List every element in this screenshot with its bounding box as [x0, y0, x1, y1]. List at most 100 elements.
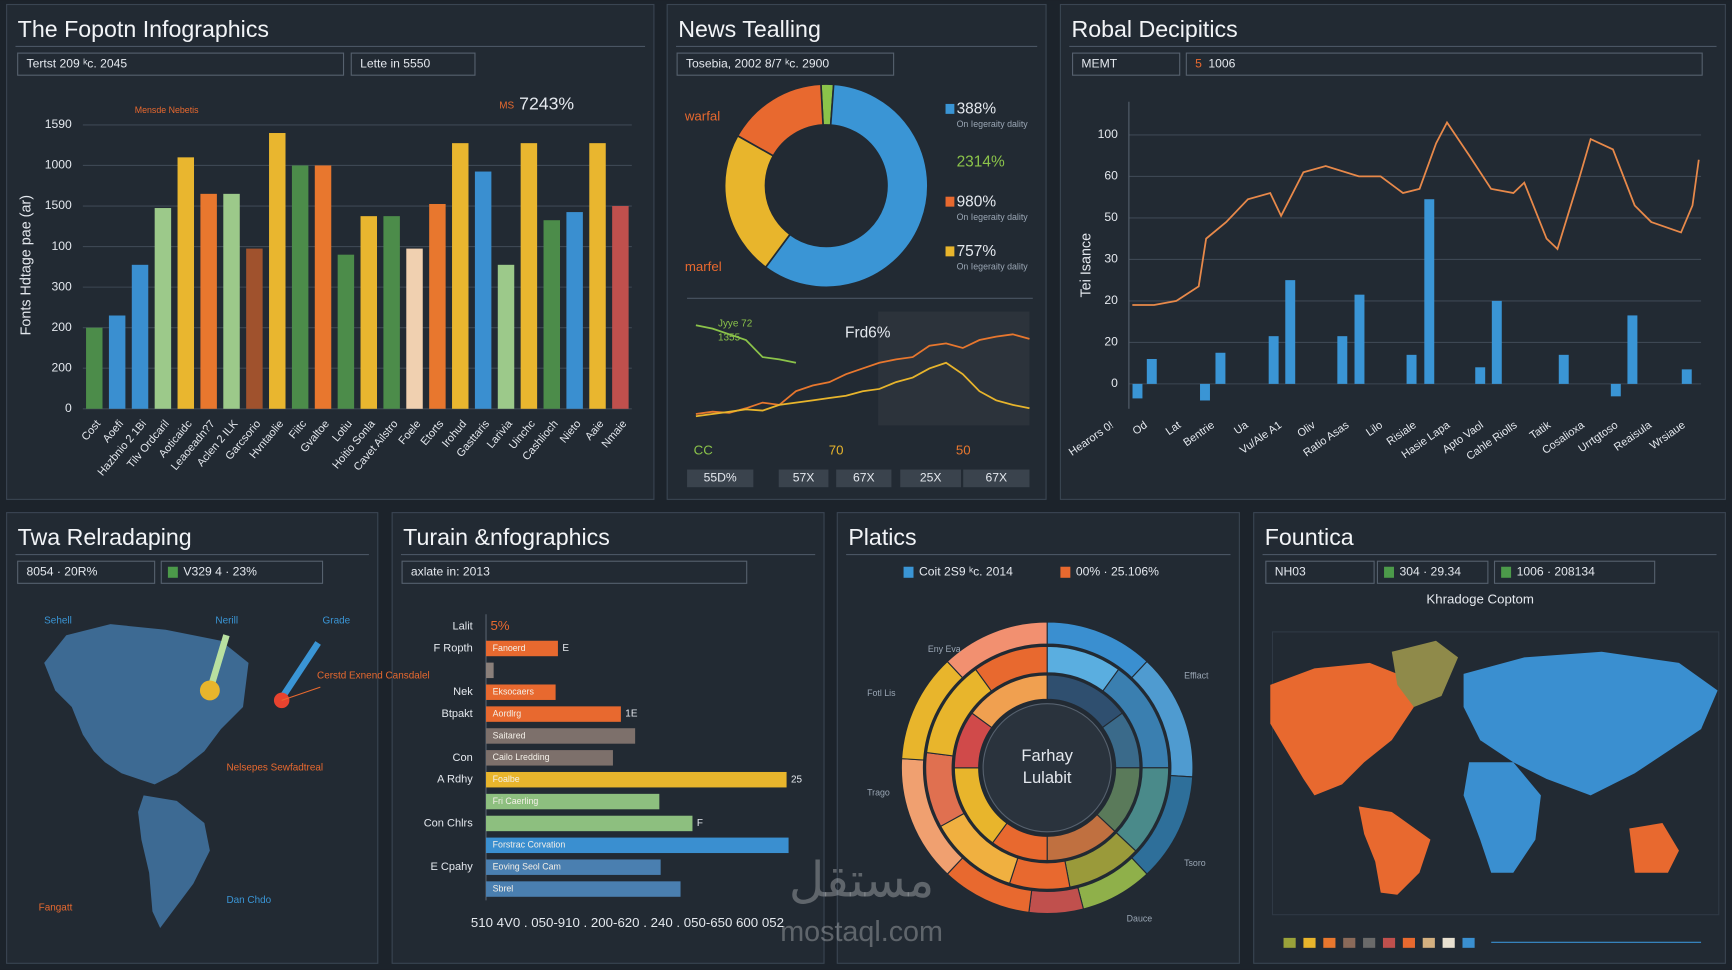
connector: [281, 686, 321, 701]
category-label: A Rdhy: [437, 774, 473, 786]
bar: [383, 216, 400, 409]
bar-label: Fanoerd: [493, 643, 526, 653]
panel-title: Platics: [848, 524, 916, 550]
category-label: Btpakt: [441, 708, 472, 720]
legend-swatch: [945, 196, 955, 207]
note: Eny Eva: [928, 644, 961, 654]
header-box: [401, 560, 748, 584]
sunburst-segment: [974, 645, 1048, 692]
bar: [612, 206, 629, 409]
center-label: Lulabit: [1023, 768, 1072, 787]
bar: [1627, 315, 1638, 384]
legend-label: 388%: [957, 101, 997, 118]
header-box: [1376, 560, 1489, 584]
y-tick-label: 0: [65, 401, 72, 415]
header-box: [1493, 560, 1656, 584]
map-label: Dan Chdo: [226, 895, 271, 906]
eurasia: [1463, 651, 1718, 796]
header-box: [17, 560, 156, 584]
annotation: Jyye 72: [718, 318, 753, 329]
bar: [486, 815, 693, 832]
bar: [429, 203, 446, 409]
sunburst-segment: [946, 621, 1048, 679]
bottom-label: 50: [956, 442, 971, 457]
y-axis-label: Tei Isance: [1079, 233, 1095, 298]
bar-label: Sbrel: [493, 883, 514, 893]
south-america: [1358, 806, 1431, 895]
header-box-label: 8054 · 20R%: [27, 564, 98, 578]
header-box-label: 1006 · 208134: [1517, 564, 1596, 578]
bar: [1406, 354, 1417, 384]
legend-label: 2314%: [957, 154, 1005, 171]
legend-swatch: [1303, 937, 1316, 948]
bar: [1285, 280, 1296, 384]
bar: [520, 143, 538, 409]
annotation: Lalit: [453, 620, 473, 632]
legend-swatch: [1402, 937, 1415, 948]
header-swatch: [167, 566, 178, 578]
stat-label: 67X: [986, 471, 1008, 485]
bar: [1146, 358, 1157, 384]
note: Efflact: [1184, 670, 1209, 680]
map-world: [1270, 631, 1720, 916]
watermark-arabic: مستقل: [789, 854, 934, 908]
stat-label: 67X: [853, 471, 875, 485]
header-box-label: V329 4 · 23%: [183, 564, 257, 578]
legend-swatch: [1422, 937, 1435, 948]
y-axis-label: Fonts Hdtage pae (ar): [18, 195, 34, 335]
center-ring: [982, 703, 1112, 833]
header-box-label: NH03: [1275, 564, 1306, 578]
line-series: [695, 361, 1030, 418]
bar: [1268, 336, 1279, 384]
category-label: F Ropth: [434, 642, 473, 654]
header-box-label: Tertst 209 ᵏc. 2045: [27, 56, 128, 70]
bar-label: Fri Caerling: [493, 796, 539, 806]
bar-label: Forstrac Corvation: [493, 840, 566, 850]
category-label: Nek: [453, 686, 473, 698]
bar: [486, 706, 621, 722]
legend-swatch: [1382, 937, 1396, 948]
sunburst-segment: [1008, 857, 1071, 890]
note: Mensde Nebetis: [135, 105, 199, 115]
bar: [486, 684, 556, 700]
y-tick-label: 1500: [45, 198, 72, 212]
y-tick-label: 30: [1104, 252, 1118, 266]
y-tick-label: 100: [1098, 127, 1119, 141]
legend-swatch: [1343, 937, 1356, 948]
stat-box: [778, 469, 829, 488]
stat-box: [687, 469, 754, 488]
stat-box: [836, 469, 892, 488]
bar: [452, 143, 469, 409]
map-label: Cerstd Exnend Cansdalel: [317, 671, 430, 682]
legend-label: Coit 2S9 ᵏc. 2014: [919, 564, 1013, 578]
map-label: Nelsepes Sewfadtreal: [226, 762, 323, 773]
legend-swatch: [1363, 937, 1376, 948]
end-label: 25: [791, 774, 803, 785]
bar: [1215, 352, 1226, 384]
bottom-label: CC: [694, 442, 714, 457]
header-box-label: 1006: [1208, 56, 1235, 70]
y-tick-label: 20: [1104, 335, 1118, 349]
bar: [314, 165, 332, 409]
map-subtitle: Khradoge Coptom: [1426, 591, 1534, 606]
bar-label: Foalbe: [493, 774, 520, 784]
bar-label: Eksocaers: [493, 687, 535, 697]
header-box-label: axlate in: 2013: [411, 564, 490, 578]
line-series: [1132, 120, 1700, 306]
pie-segment: [764, 83, 929, 289]
header-box: [1265, 560, 1375, 584]
bar: [86, 327, 103, 409]
bar: [200, 193, 217, 409]
header-box: [17, 52, 345, 76]
bar: [486, 640, 558, 657]
y-tick-label: 1000: [45, 158, 72, 172]
bar: [486, 662, 494, 679]
panel-title: The Fopotn Infographics: [18, 16, 269, 42]
bar: [486, 793, 660, 810]
panel-title: Twa Relradaping: [18, 524, 192, 550]
north-america: [44, 624, 249, 785]
australia: [1629, 823, 1679, 873]
annotation: 1355: [718, 333, 741, 344]
sunburst-segment: [971, 674, 1048, 729]
bar: [1132, 383, 1143, 399]
